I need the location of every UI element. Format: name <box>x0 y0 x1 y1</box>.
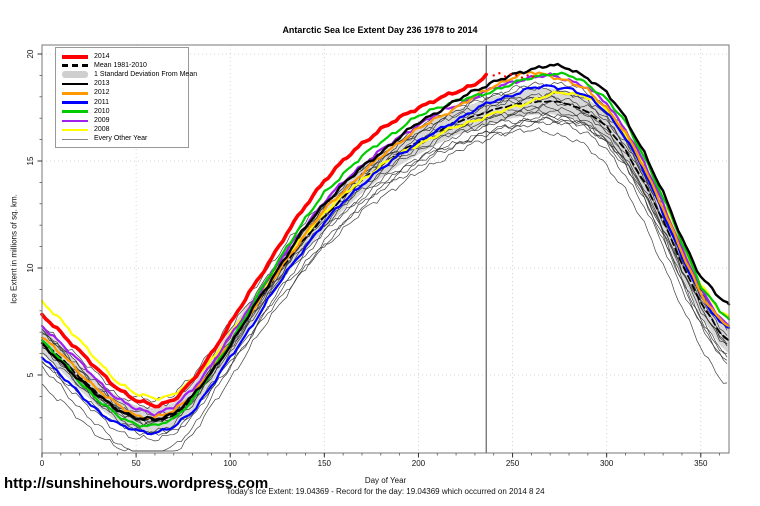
legend-label: 2012 <box>94 89 110 97</box>
series-2011 <box>40 84 731 436</box>
series-2012 <box>40 71 731 420</box>
legend-label: Every Other Year <box>94 135 148 143</box>
legend-label: 1 Standard Deviation From Mean <box>94 70 198 78</box>
x-axis-label: Day of Year <box>364 476 407 485</box>
legend-label: 2008 <box>94 126 110 134</box>
legend-item-mean-1981-2010: Mean 1981-2010 <box>62 61 182 70</box>
legend-swatch <box>62 101 88 104</box>
legend-item-2010: 2010 <box>62 107 182 116</box>
ice-extent-note: Today's Ice Extent: 19.04369 - Record fo… <box>226 487 545 496</box>
legend-item-2013: 2013 <box>62 80 182 89</box>
legend-label: 2014 <box>94 52 110 60</box>
legend-swatch <box>62 82 88 86</box>
legend: 2014 Mean 1981-2010 1 Standard Deviation F… <box>55 47 197 148</box>
legend-swatch <box>62 128 88 132</box>
y-tick-label: 5 <box>26 372 35 377</box>
legend-label: 2011 <box>94 98 110 106</box>
legend-swatch <box>62 64 88 68</box>
y-tick-label: 15 <box>26 156 35 165</box>
chart-title: Antarctic Sea Ice Extent Day 236 1978 to… <box>282 25 478 35</box>
legend-swatch <box>62 92 88 95</box>
series-2010 <box>40 71 731 428</box>
record-dot <box>492 74 495 77</box>
legend-item-2012: 2012 <box>62 89 182 98</box>
record-dot <box>503 75 507 78</box>
x-tick-label: 300 <box>600 459 614 468</box>
legend-item-2011: 2011 <box>62 98 182 107</box>
legend-swatch <box>62 119 88 123</box>
record-dot <box>526 74 529 77</box>
record-dot <box>509 73 512 76</box>
series-2014 <box>40 72 489 409</box>
legend-item-2009: 2009 <box>62 116 182 125</box>
x-tick-label: 50 <box>132 459 141 468</box>
x-tick-label: 100 <box>224 459 238 468</box>
legend-label: 2009 <box>94 116 110 124</box>
legend-item-every-other-year: Every Other Year <box>62 135 182 144</box>
legend-swatch <box>62 138 88 140</box>
x-tick-label: 150 <box>318 459 332 468</box>
y-axis-label: Ice Extent in millions of sq. km. <box>9 194 19 304</box>
other-year-line <box>41 127 728 452</box>
x-tick-label: 200 <box>412 459 426 468</box>
legend-swatch <box>62 110 88 113</box>
legend-item-2014: 2014 <box>62 52 182 61</box>
y-tick-label: 10 <box>26 263 35 272</box>
site-url[interactable]: http://sunshinehours.wordpress.com <box>4 475 269 492</box>
legend-swatch <box>62 54 88 59</box>
legend-swatch <box>62 71 88 79</box>
record-dot <box>515 74 518 77</box>
record-dot <box>532 75 535 78</box>
record-dot <box>498 72 501 75</box>
legend-item-2008: 2008 <box>62 126 182 135</box>
legend-item-1-standard-deviation-from-mean: 1 Standard Deviation From Mean <box>62 70 197 79</box>
x-tick-label: 350 <box>694 459 708 468</box>
record-dot <box>520 76 524 79</box>
legend-label: 2013 <box>94 80 110 88</box>
series-2013 <box>40 62 731 422</box>
plot-frame <box>41 44 730 454</box>
x-tick-label: 250 <box>506 459 520 468</box>
legend-label: 2010 <box>94 107 110 115</box>
y-tick-label: 20 <box>26 49 35 58</box>
legend-label: Mean 1981-2010 <box>94 61 147 69</box>
x-tick-label: 0 <box>40 459 45 468</box>
